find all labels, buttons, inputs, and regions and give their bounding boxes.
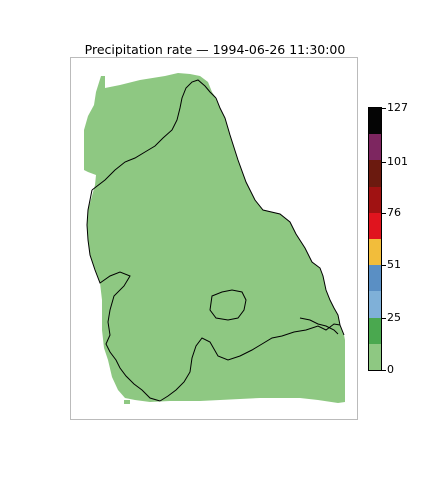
region-boundary-coast bbox=[215, 97, 345, 336]
colorbar-bin-9 bbox=[369, 108, 381, 135]
region-boundary-south bbox=[159, 323, 341, 402]
colorbar-tick bbox=[382, 161, 386, 163]
colorbar-bin-1 bbox=[369, 317, 381, 344]
map-frame bbox=[70, 57, 358, 420]
colorbar-tick-label: 101 bbox=[387, 154, 408, 168]
colorbar-bin-3 bbox=[369, 265, 381, 292]
colorbar-bin-4 bbox=[369, 239, 381, 266]
land-region bbox=[84, 73, 345, 403]
region-boundary-northwest bbox=[91, 79, 217, 191]
colorbar-bin-7 bbox=[369, 160, 381, 187]
colorbar-tick bbox=[382, 264, 386, 266]
colorbar-bin-8 bbox=[369, 134, 381, 161]
region-boundary-west bbox=[86, 189, 161, 402]
colorbar-tick bbox=[382, 318, 386, 320]
colorbar bbox=[368, 107, 382, 371]
colorbar-bin-6 bbox=[369, 186, 381, 213]
colorbar-bin-2 bbox=[369, 291, 381, 318]
land-pixel-block bbox=[124, 400, 130, 404]
colorbar-bin-0 bbox=[369, 343, 381, 370]
colorbar-tick bbox=[382, 213, 386, 215]
colorbar-tick bbox=[382, 370, 386, 371]
colorbar-tick-label: 25 bbox=[387, 311, 401, 325]
colorbar-tick-label: 51 bbox=[387, 257, 401, 271]
region-boundary-estuary bbox=[299, 317, 339, 335]
colorbar-tick bbox=[382, 108, 386, 109]
map-title: Precipitation rate — 1994-06-26 11:30:00 bbox=[84, 42, 346, 57]
colorbar-tick-label: 76 bbox=[387, 206, 401, 220]
colorbar-tick-label: 0 bbox=[387, 363, 394, 376]
colorbar-bin-5 bbox=[369, 212, 381, 239]
colorbar-tick-label: 127 bbox=[387, 101, 408, 114]
region-boundary-enclave bbox=[209, 289, 247, 321]
